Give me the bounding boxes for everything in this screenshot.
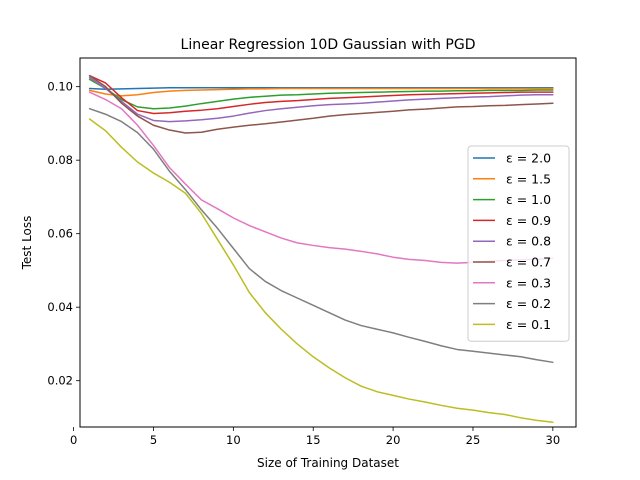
legend-label-1: ε = 1.5 <box>506 171 551 186</box>
y-axis: 0.02 0.04 0.06 0.08 0.10 <box>47 80 80 388</box>
legend-label-8: ε = 0.1 <box>506 317 551 332</box>
x-tick-label-6: 30 <box>546 433 561 447</box>
legend-label-5: ε = 0.7 <box>506 255 551 270</box>
y-tick-label-2: 0.06 <box>47 227 73 241</box>
x-axis: 0 5 10 15 20 25 30 <box>70 427 560 447</box>
legend-label-3: ε = 0.9 <box>506 213 551 228</box>
legend-label-4: ε = 0.8 <box>506 234 551 249</box>
y-tick-label-0: 0.02 <box>47 374 73 388</box>
x-tick-label-2: 10 <box>226 433 241 447</box>
legend-label-0: ε = 2.0 <box>506 151 551 166</box>
series-line-3 <box>88 74 554 115</box>
x-axis-label: Size of Training Dataset <box>257 456 399 470</box>
series-line-4 <box>88 76 554 123</box>
y-axis-label: Test Loss <box>20 216 34 271</box>
x-tick-label-4: 20 <box>386 433 401 447</box>
chart-title: Linear Regression 10D Gaussian with PGD <box>181 37 476 53</box>
x-tick-label-0: 0 <box>70 433 77 447</box>
legend-box <box>467 145 570 342</box>
y-tick-label-3: 0.08 <box>47 153 73 167</box>
x-tick-label-1: 5 <box>150 433 157 447</box>
x-tick-label-3: 15 <box>306 433 321 447</box>
legend-label-6: ε = 0.3 <box>506 275 551 290</box>
series-line-5 <box>88 74 554 134</box>
series-line-1 <box>88 87 554 97</box>
series-line-2 <box>88 78 554 110</box>
legend-label-2: ε = 1.0 <box>506 192 551 207</box>
series-line-7 <box>88 107 554 364</box>
legend: ε = 2.0 ε = 1.5 ε = 1.0 ε = 0.9 ε = 0.8 ε = 0… <box>467 145 570 342</box>
series-line-8 <box>88 118 554 423</box>
legend-label-7: ε = 0.2 <box>506 296 551 311</box>
y-tick-label-4: 0.10 <box>47 80 73 94</box>
y-tick-label-1: 0.04 <box>47 300 73 314</box>
plot-frame <box>79 57 577 428</box>
x-tick-label-5: 25 <box>466 433 481 447</box>
